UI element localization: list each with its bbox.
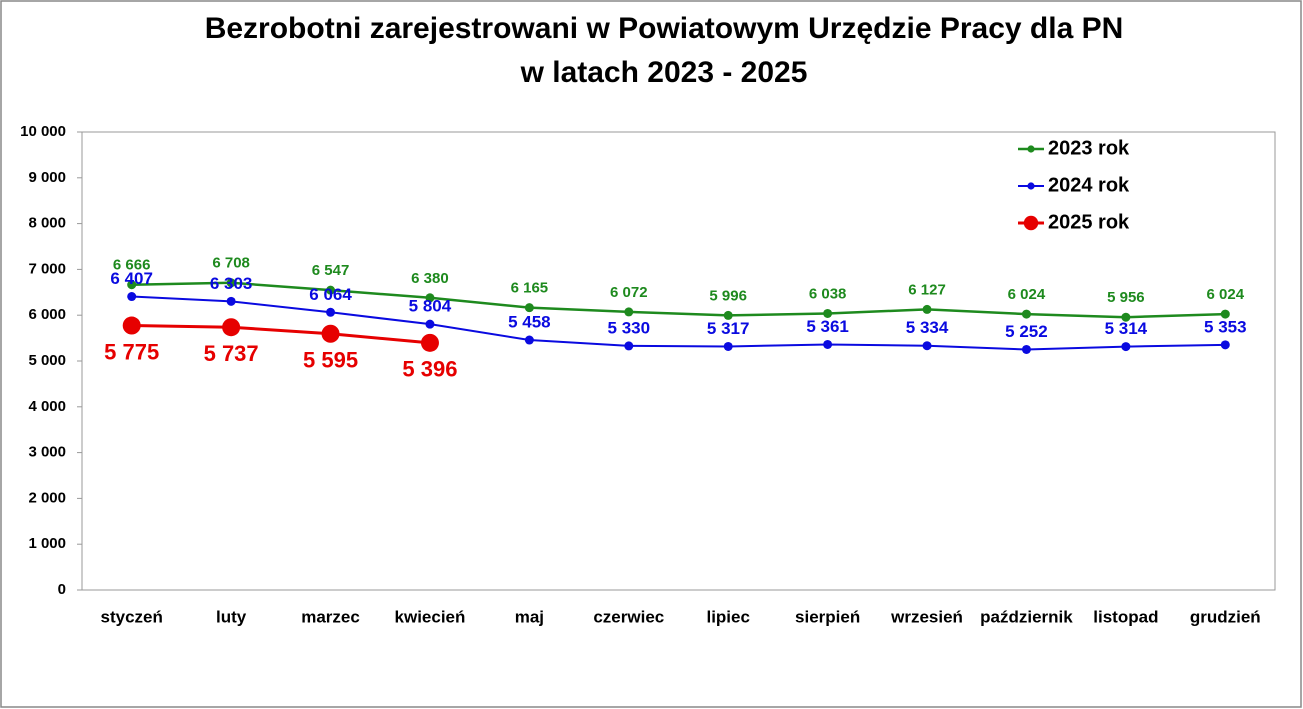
x-tick-label: czerwiec: [593, 607, 664, 626]
y-tick-label: 0: [58, 581, 66, 598]
data-label: 5 334: [906, 318, 949, 337]
legend-marker: [1023, 215, 1039, 231]
series-line: [131, 281, 1226, 319]
y-tick-label: 1 000: [28, 535, 66, 552]
y-tick-label: 5 000: [28, 352, 66, 369]
data-label: 5 330: [608, 318, 651, 337]
y-tick-label: 3 000: [28, 444, 66, 461]
data-label: 6 708: [212, 255, 250, 272]
data-point: [1021, 344, 1031, 354]
data-point: [425, 293, 435, 303]
data-point: [226, 296, 236, 306]
data-label: 5 595: [303, 348, 358, 373]
x-tick-label: kwiecień: [395, 607, 466, 626]
data-label: 5 956: [1107, 289, 1145, 306]
data-point: [127, 292, 137, 302]
data-point: [226, 278, 236, 288]
data-label: 6 547: [312, 262, 350, 279]
x-tick-label: luty: [216, 607, 247, 626]
legend-marker: [1027, 145, 1035, 153]
y-tick-label: 9 000: [28, 169, 66, 186]
data-point: [1121, 342, 1131, 352]
x-tick-label: styczeń: [101, 607, 163, 626]
data-label: 6 380: [411, 270, 449, 287]
legend-label: 2024 rok: [1048, 174, 1130, 196]
data-label: 5 353: [1204, 317, 1247, 336]
x-tick-label: grudzień: [1190, 607, 1261, 626]
data-point: [823, 308, 833, 318]
data-label: 6 127: [908, 281, 946, 298]
data-point: [524, 335, 534, 345]
chart-title: w latach 2023 - 2025: [520, 56, 808, 89]
data-point: [1121, 312, 1131, 322]
y-tick-label: 8 000: [28, 215, 66, 232]
data-point: [321, 324, 340, 343]
data-label: 5 396: [402, 357, 457, 382]
series-line: [131, 295, 1226, 351]
data-point: [624, 307, 634, 317]
legend-label: 2025 rok: [1048, 211, 1130, 233]
data-point: [425, 319, 435, 329]
data-label: 6 064: [309, 285, 352, 304]
data-point: [222, 318, 241, 337]
data-label: 5 314: [1105, 319, 1148, 338]
data-label: 6 024: [1008, 286, 1046, 303]
y-tick-label: 2 000: [28, 489, 66, 506]
data-label: 5 996: [709, 287, 747, 304]
data-point: [524, 303, 534, 313]
x-tick-label: lipiec: [706, 607, 749, 626]
x-tick-label: październik: [980, 607, 1073, 626]
data-point: [326, 285, 336, 295]
x-tick-label: sierpień: [795, 607, 860, 626]
legend-marker: [1027, 182, 1035, 190]
data-point: [122, 316, 141, 335]
data-label: 5 317: [707, 319, 750, 338]
y-tick-label: 7 000: [28, 260, 66, 277]
data-label: 6 024: [1207, 286, 1245, 303]
data-point: [1220, 309, 1230, 319]
data-point: [922, 341, 932, 351]
data-label: 5 737: [204, 341, 259, 366]
data-point: [1021, 309, 1031, 319]
data-point: [624, 341, 634, 351]
data-label: 5 458: [508, 313, 551, 332]
data-point: [823, 339, 833, 349]
data-label: 5 775: [104, 339, 159, 364]
data-label: 5 804: [409, 297, 452, 316]
data-label: 5 252: [1005, 322, 1048, 341]
data-label: 6 407: [110, 269, 153, 288]
data-label: 6 666: [113, 257, 151, 274]
series-line: [131, 324, 431, 345]
data-point: [127, 280, 137, 290]
data-label: 6 038: [809, 285, 847, 302]
legend-label: 2023 rok: [1048, 137, 1130, 159]
x-tick-label: marzec: [301, 607, 360, 626]
data-point: [326, 307, 336, 317]
data-label: 6 072: [610, 284, 648, 301]
x-tick-label: listopad: [1093, 607, 1158, 626]
data-label: 6 165: [511, 280, 549, 297]
data-point: [723, 310, 733, 320]
chart-title: Bezrobotni zarejestrowani w Powiatowym U…: [205, 12, 1124, 45]
y-tick-label: 4 000: [28, 398, 66, 415]
data-point: [922, 304, 932, 314]
y-tick-label: 10 000: [20, 123, 66, 140]
data-label: 6 303: [210, 274, 253, 293]
data-point: [723, 341, 733, 351]
x-tick-label: maj: [515, 607, 544, 626]
data-label: 5 361: [806, 317, 849, 336]
y-tick-label: 6 000: [28, 306, 66, 323]
data-point: [1220, 340, 1230, 350]
x-tick-label: wrzesień: [890, 607, 963, 626]
data-point: [420, 333, 439, 352]
